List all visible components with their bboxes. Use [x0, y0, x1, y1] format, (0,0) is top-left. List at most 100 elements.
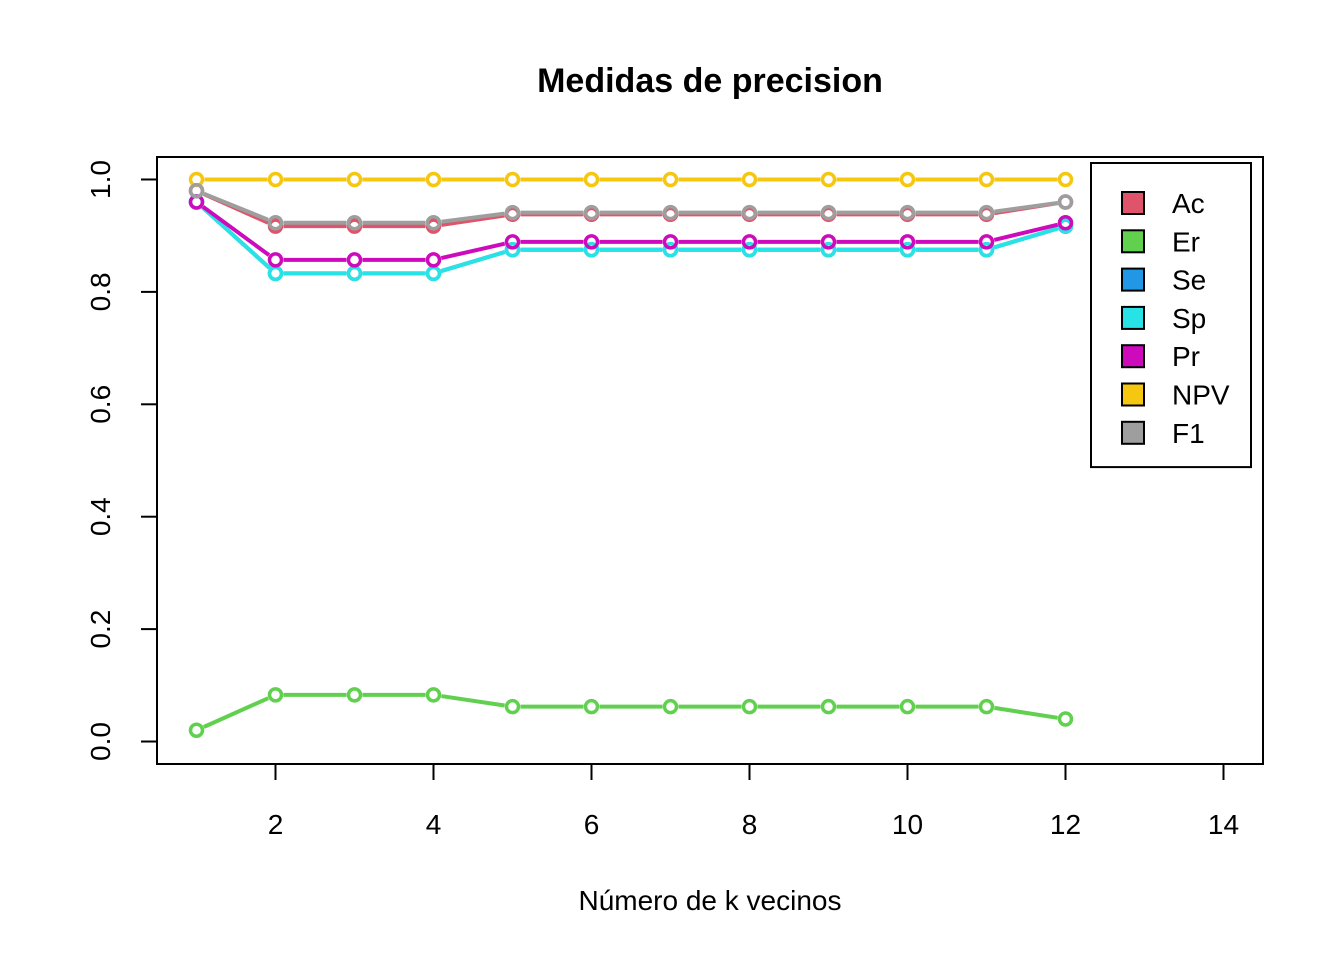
- data-point: [741, 241, 758, 258]
- series-line-segment: [993, 226, 1059, 250]
- y-axis: 0.0 0.2 0.4 0.6 0.8 1.0: [85, 160, 158, 761]
- data-point: [504, 241, 521, 258]
- series-line-segment: [441, 213, 505, 227]
- legend-swatch: [1121, 382, 1145, 407]
- x-axis-label: Número de k vecinos: [578, 885, 841, 916]
- data-point: [346, 171, 363, 188]
- legend-swatch: [1121, 229, 1145, 254]
- data-point: [425, 171, 442, 188]
- series-line-segment: [994, 705, 1058, 720]
- data-point: [662, 241, 679, 258]
- data-point: [978, 171, 995, 188]
- data-point: [741, 234, 758, 250]
- chart-title: Medidas de precision: [537, 62, 883, 100]
- data-point: [504, 698, 521, 715]
- series-line-segment: [994, 201, 1058, 214]
- legend-label: Se: [1172, 265, 1206, 296]
- legend-label: Ac: [1172, 188, 1205, 219]
- data-point: [346, 215, 363, 231]
- data-point: [583, 204, 600, 221]
- series-line-segment: [202, 696, 270, 729]
- data-point: [583, 234, 600, 250]
- series-line-segment: [441, 211, 505, 224]
- data-point: [899, 171, 916, 188]
- y-tick-label: 1.0: [85, 160, 116, 199]
- series-line-segment: [440, 241, 506, 261]
- data-point: [820, 204, 837, 221]
- series-npv: [188, 171, 1074, 188]
- data-point: [978, 204, 995, 221]
- x-tick-label: 4: [426, 809, 442, 840]
- data-point: [346, 687, 363, 703]
- series-line-segment: [203, 191, 269, 222]
- data-point: [425, 265, 442, 282]
- legend-label: Sp: [1172, 303, 1206, 334]
- data-point: [504, 204, 521, 221]
- legend-label: Pr: [1172, 341, 1200, 372]
- series-sp: [188, 194, 1074, 282]
- x-tick-label: 12: [1050, 809, 1081, 840]
- y-tick-label: 0.2: [85, 610, 116, 649]
- y-tick-label: 0.4: [85, 497, 116, 536]
- data-point: [583, 171, 600, 188]
- data-point: [425, 215, 442, 231]
- series-pr: [188, 194, 1074, 268]
- data-point: [425, 687, 442, 703]
- legend-swatch: [1121, 191, 1145, 215]
- data-point: [267, 252, 284, 268]
- data-point: [583, 698, 600, 715]
- series-f1: [188, 182, 1074, 231]
- x-tick-label: 6: [584, 809, 600, 840]
- data-point: [978, 698, 995, 715]
- data-point: [1057, 711, 1074, 727]
- data-point: [504, 234, 521, 250]
- y-tick-label: 0.8: [85, 272, 116, 311]
- y-tick-label: 0.6: [85, 385, 116, 424]
- x-tick-label: 8: [742, 809, 758, 840]
- series-se: [188, 194, 1074, 282]
- data-point: [820, 171, 837, 188]
- x-tick-label: 14: [1208, 809, 1239, 840]
- data-point: [1057, 194, 1074, 210]
- legend-label: NPV: [1172, 380, 1230, 411]
- data-point: [899, 204, 916, 221]
- data-point: [978, 241, 995, 258]
- data-point: [662, 234, 679, 250]
- series-line-segment: [201, 205, 271, 270]
- series-er: [188, 687, 1074, 739]
- x-tick-label: 2: [268, 809, 284, 840]
- x-axis: 2 4 6 8 10 12 14: [268, 763, 1239, 840]
- data-point: [583, 241, 600, 258]
- data-point: [662, 698, 679, 715]
- data-point: [346, 265, 363, 282]
- data-point: [978, 234, 995, 250]
- legend-swatch: [1121, 305, 1145, 330]
- legend-box: [1090, 162, 1252, 469]
- data-point: [267, 215, 284, 231]
- series-line-segment: [441, 694, 505, 708]
- data-point: [1057, 215, 1074, 231]
- data-point: [346, 252, 363, 268]
- legend-swatch: [1121, 420, 1145, 445]
- series-line-segment: [440, 250, 506, 273]
- data-point: [741, 204, 758, 221]
- data-point: [188, 182, 205, 199]
- data-point: [504, 171, 521, 188]
- data-point: [899, 241, 916, 258]
- series-line-segment: [201, 205, 271, 257]
- series-layer: [188, 171, 1074, 739]
- y-tick-label: 0.0: [85, 722, 116, 761]
- data-point: [899, 234, 916, 250]
- data-point: [820, 234, 837, 250]
- data-point: [662, 171, 679, 188]
- legend: Ac Er Se Sp Pr NPV F1: [1090, 162, 1252, 469]
- legend-swatch: [1121, 344, 1145, 369]
- data-point: [267, 171, 284, 188]
- data-point: [741, 698, 758, 715]
- series-ac: [188, 182, 1074, 234]
- data-point: [267, 265, 284, 282]
- legend-label: F1: [1172, 418, 1205, 449]
- data-point: [741, 171, 758, 188]
- x-tick-label: 10: [892, 809, 923, 840]
